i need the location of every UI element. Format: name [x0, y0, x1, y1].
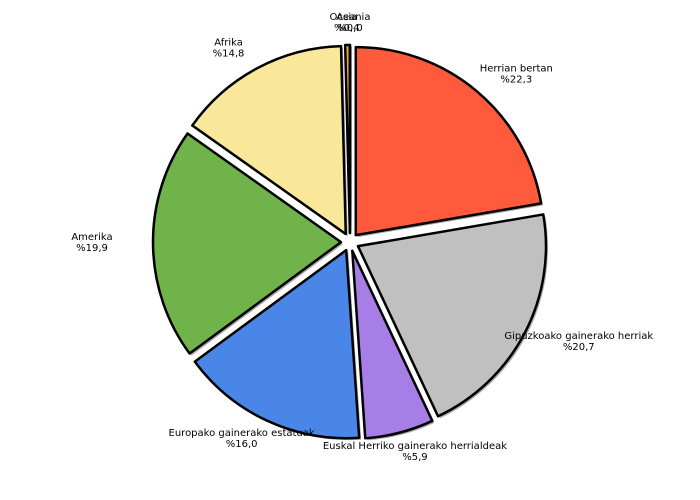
label-name: Amerika: [71, 232, 112, 243]
label-name: Oceania: [330, 12, 371, 23]
slice-label: Afrika%14,8: [213, 38, 245, 60]
label-value: %5,9: [402, 452, 427, 463]
slice-label: Gipuzkoako gainerako herriak%20,7: [504, 331, 653, 353]
label-value: %16,0: [226, 439, 258, 450]
label-value: %20,7: [563, 342, 595, 353]
label-value: %0,0: [337, 23, 362, 34]
label-value: %0,4: [334, 23, 359, 34]
label-name: Afrika: [214, 38, 243, 49]
slice-label: Europako gainerako estatuak%16,0: [169, 428, 315, 450]
label-value: %14,8: [213, 49, 245, 60]
slice: [354, 45, 543, 237]
slice: [351, 249, 434, 440]
label-name: Herrian bertan: [480, 63, 553, 74]
slice: [356, 213, 548, 418]
slice-label: Oceania%0,0: [330, 12, 371, 34]
label-value: %19,9: [76, 243, 108, 254]
label-name: Euskal Herriko gainerako herrialdeak: [323, 441, 507, 452]
slice: [191, 44, 348, 236]
slice: [151, 132, 343, 355]
slice: [193, 248, 361, 440]
slice-label: Euskal Herriko gainerako herrialdeak%5,9: [323, 441, 507, 463]
slice-label: Asia%0,4: [334, 12, 359, 34]
label-name: Gipuzkoako gainerako herriak: [504, 331, 653, 342]
slice-label: Herrian bertan%22,3: [480, 63, 553, 85]
label-value: %22,3: [500, 74, 532, 85]
label-name: Europako gainerako estatuak: [169, 428, 315, 439]
slice-label: Amerika%19,9: [71, 232, 112, 254]
label-name: Asia: [336, 12, 357, 23]
